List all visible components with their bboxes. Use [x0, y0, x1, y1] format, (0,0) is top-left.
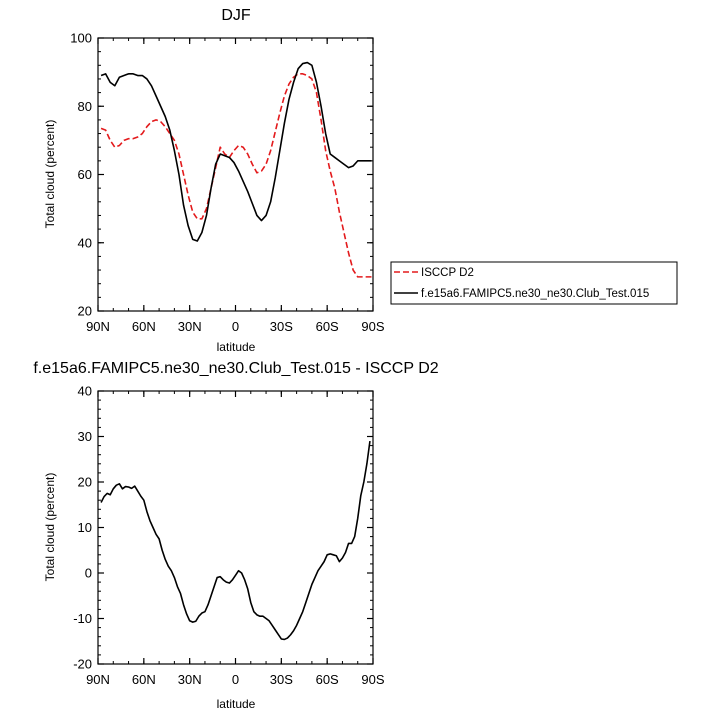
bottom-y-tick-label: 10: [78, 520, 92, 535]
bottom-series-line-0: [100, 440, 371, 641]
legend-label-isccp-d2: ISCCP D2: [421, 267, 474, 279]
bottom-panel-y-axis-label: Total cloud (percent): [43, 473, 57, 582]
top-x-tick-label: 90N: [86, 319, 110, 334]
bottom-x-tick-label: 30S: [270, 672, 293, 687]
top-panel-x-axis-label: latitude: [217, 340, 256, 354]
top-panel-title: DJF: [221, 7, 251, 24]
bottom-x-tick-label: 30N: [178, 672, 202, 687]
bottom-y-tick-label: -20: [73, 657, 92, 672]
bottom-y-tick-label: 20: [78, 475, 92, 490]
bottom-x-tick-label: 60S: [316, 672, 339, 687]
bottom-y-tick-label: -10: [73, 611, 92, 626]
top-y-tick-label: 20: [78, 304, 92, 319]
bottom-y-tick-label: 40: [78, 384, 92, 399]
bottom-x-tick-label: 90N: [86, 672, 110, 687]
bottom-x-tick-label: 0: [232, 672, 239, 687]
bottom-panel-x-axis-label: latitude: [217, 697, 256, 711]
legend-label-model: f.e15a6.FAMIPC5.ne30_ne30.Club_Test.015: [421, 288, 649, 300]
top-y-tick-label: 60: [78, 167, 92, 182]
bottom-plot-frame: [97, 390, 374, 665]
bottom-panel-plot-area: 90N 60N 30N 0 30S 60S 90S -20 -10 0 10 20 30 40: [73, 384, 385, 688]
bottom-y-tick-label: 0: [85, 566, 92, 581]
top-panel-legend: ISCCP D2 f.e15a6.FAMIPC5.ne30_ne30.Club_…: [390, 261, 678, 305]
top-y-tick-label: 100: [70, 31, 92, 46]
top-x-tick-label: 30N: [178, 319, 202, 334]
bottom-panel: f.e15a6.FAMIPC5.ne30_ne30.Club_Test.015 …: [33, 360, 438, 711]
bottom-y-tick-label: 30: [78, 429, 92, 444]
top-x-tick-label: 0: [232, 319, 239, 334]
top-panel-plot-area: 90N 60N 30N 0 30S 60S 90S 20 40 60 80 100: [70, 31, 385, 335]
top-x-tick-label: 60N: [132, 319, 156, 334]
top-panel: DJF Total cloud (percent) latitude 90N 60…: [43, 7, 385, 354]
legend-box: [390, 261, 678, 305]
top-series-line-0: [100, 73, 372, 278]
top-panel-y-axis-label: Total cloud (percent): [43, 120, 57, 229]
top-x-tick-label: 60S: [316, 319, 339, 334]
top-y-tick-label: 80: [78, 99, 92, 114]
bottom-x-tick-label: 60N: [132, 672, 156, 687]
top-x-tick-label: 90S: [361, 319, 384, 334]
top-x-tick-label: 30S: [270, 319, 293, 334]
top-y-tick-label: 40: [78, 235, 92, 250]
bottom-x-tick-label: 90S: [361, 672, 384, 687]
top-series-line-1: [100, 61, 372, 242]
bottom-panel-title: f.e15a6.FAMIPC5.ne30_ne30.Club_Test.015 …: [33, 360, 438, 377]
